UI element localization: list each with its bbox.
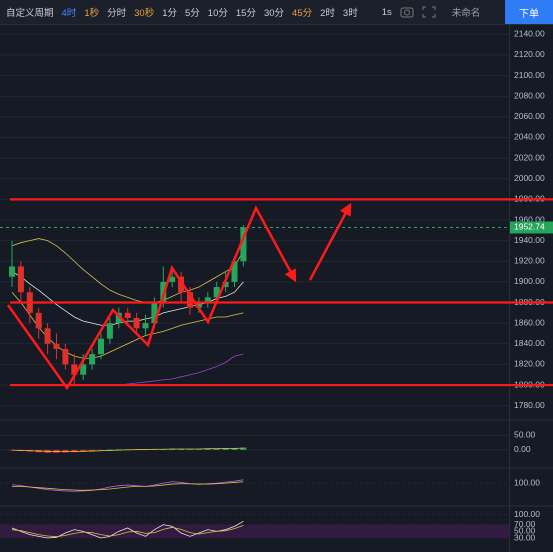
candle-body [124,312,131,318]
histogram-bar [62,449,69,453]
y-tick-label: 1960.00 [514,214,545,224]
y-tick-label: 1920.00 [514,256,545,266]
candle-body [133,318,140,329]
y-tick-label: 100.00 [514,477,540,487]
indicator-line [11,447,244,453]
candle-body [44,328,51,344]
drawn-arrow [308,202,352,281]
drawn-arrow [6,205,297,391]
y-tick-label: 2100.00 [514,70,545,80]
y-tick-label: 1820.00 [514,359,545,369]
candle-body [9,266,15,277]
period-tab[interactable]: 自定义周期 [6,8,54,19]
candle-body [169,276,176,282]
candle-body [35,312,42,329]
candle-body [71,364,78,375]
y-tick-label: 1940.00 [514,235,545,245]
y-tick-label: 2060.00 [514,111,545,121]
histogram-bar [231,448,238,450]
period-tab[interactable]: 10分 [207,8,228,19]
candle-body [62,348,69,365]
period-tab[interactable]: 3时 [342,8,358,19]
histogram-bar [187,449,193,450]
y-tick-label: 2040.00 [514,132,545,142]
histogram-bar [213,448,220,450]
y-tick-label: 2000.00 [514,173,545,183]
camera-icon[interactable] [400,6,414,18]
indicator-line [11,238,244,303]
histogram-bar [89,449,96,452]
histogram-bar [204,448,211,450]
y-tick-label: 50.00 [514,526,536,536]
histogram-bar [178,448,185,450]
candle-body [17,266,24,293]
last-price-box [510,221,553,234]
order-button[interactable]: 下单 [505,0,553,24]
histogram-bar [115,449,122,450]
indicator-line [11,520,244,539]
period-tab[interactable]: 2时 [320,8,335,19]
speed[interactable]: 1s [381,6,392,18]
candle-body [115,312,122,324]
candle-body [213,287,220,298]
y-tick-label: 1780.00 [514,400,545,410]
candle-body [53,343,60,349]
y-tick-label: 70.00 [514,519,536,529]
histogram-bar [106,449,113,451]
histogram-bar [222,448,229,450]
period-list: 自定义周期 4时 1秒 分时 30秒 1分 5分 10分 15分 30分 45分 2时 3时 [0,5,358,19]
indicator-line [92,353,244,386]
toolbar: 自定义周期 4时 1秒 分时 30秒 1分 5分 10分 15分 30分 45分 2时 3时 1s 未命… [0,0,553,25]
y-tick-label: 30.00 [514,532,536,542]
y-tick-label: 1900.00 [514,276,545,286]
chart: 2140.00 2120.00 2100.00 2080.00 2060.00 2040.… [0,24,553,552]
period-tab[interactable]: 15分 [235,8,256,19]
candle-body [195,302,202,308]
last-price-label: 1952.74 [514,222,545,232]
histogram-bar [195,449,202,450]
candle-body [204,297,211,303]
y-tick-label: 1840.00 [514,338,545,348]
period-tab[interactable]: 5分 [185,8,200,19]
histogram-bar [80,449,87,452]
histogram-bar [240,447,247,450]
period-tab[interactable]: 1秒 [84,8,100,19]
y-tick-label: 2140.00 [514,29,545,39]
candle-body [142,323,149,329]
y-tick-label: 2120.00 [514,49,545,59]
period-tab[interactable]: 4时 [61,8,77,19]
indicator-line [11,524,244,538]
y-tick-label: 1860.00 [514,317,545,327]
period-tab[interactable]: 45分 [292,8,313,19]
y-tick-label: 0.00 [514,444,531,454]
candle-body [187,292,193,308]
indicator-line [12,481,244,491]
candle-body [89,354,96,365]
candle-body [178,276,185,293]
period-tab[interactable]: 30秒 [134,8,155,19]
candle-body [222,281,229,288]
period-tab[interactable]: 分时 [107,8,127,19]
candle-body [106,323,113,339]
period-tab[interactable]: 1分 [162,8,177,19]
candle-body [98,338,104,355]
y-tick-label: 2020.00 [514,152,545,162]
period-tab[interactable]: 30分 [263,8,285,19]
candle-body [231,261,238,282]
y-tick-label: 50.00 [514,429,536,439]
candle-body [80,364,87,375]
y-tick-label: 100.00 [514,509,540,519]
y-tick-label: 2080.00 [514,90,545,100]
candle-body [240,227,247,262]
layout-name[interactable]: 未命名 [451,8,481,19]
candle-body [151,302,158,324]
histogram-bar [71,449,78,453]
indicator-line [11,479,244,492]
histogram-bar [98,449,104,451]
expand-icon[interactable] [422,6,436,18]
